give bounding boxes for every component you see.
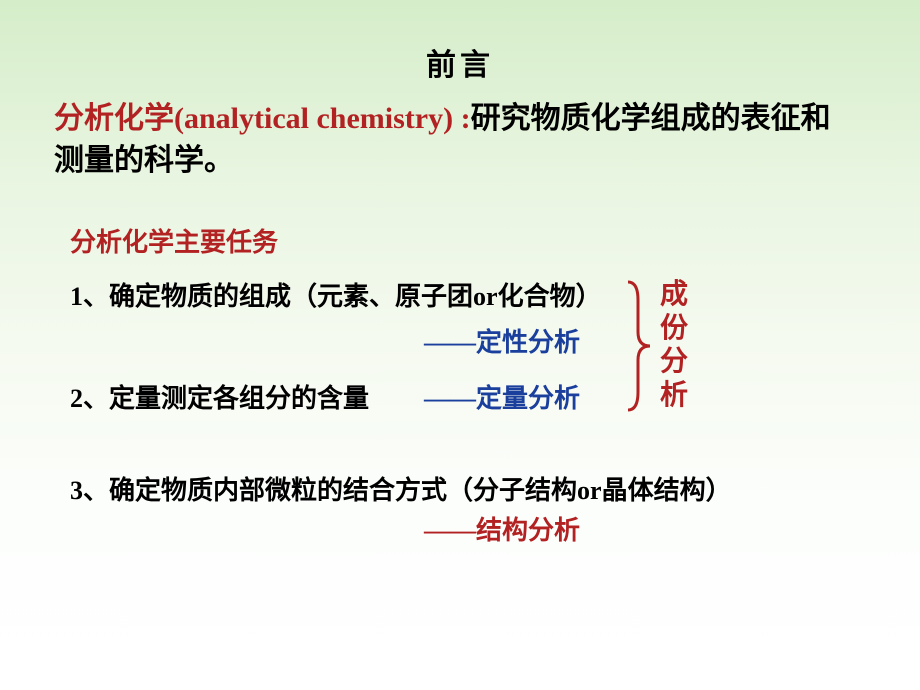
task-1-or: or [473,282,498,311]
slide-title: 前言 [0,40,920,84]
task-1-text-a: 确定物质的组成（元素、原子团 [109,282,473,311]
brace-icon [624,280,654,412]
term-en: (analytical chemistry) : [174,102,471,135]
structure-analysis-label: ——结构分析 [424,510,580,547]
task-2-text: 定量测定各组分的含量 [109,384,369,413]
task-2-sep: 、 [83,384,109,413]
task-3-text-a: 确定物质内部微粒的结合方式（分子结构 [109,476,577,505]
task-1: 1、确定物质的组成（元素、原子团or化合物） [70,276,602,313]
task-3: 3、确定物质内部微粒的结合方式（分子结构or晶体结构） [70,472,850,510]
quantitative-label: ——定量分析 [424,378,580,415]
task-3-text-b: 晶体结构） [602,476,732,505]
definition-block: 分析化学(analytical chemistry) :研究物质化学组成的表征和… [54,98,860,182]
task-3-or: or [577,476,602,505]
term-cn: 分析化学 [54,102,174,135]
task-3-sep: 、 [83,476,109,505]
task-2: 2、定量测定各组分的含量 [70,378,369,415]
task-2-num: 2 [70,384,83,413]
tasks-heading: 分析化学主要任务 [70,222,278,259]
composition-analysis-label: 成份分析 [660,278,688,412]
qualitative-label: ——定性分析 [424,322,580,359]
task-1-num: 1 [70,282,83,311]
task-3-num: 3 [70,476,83,505]
task-1-text-b: 化合物） [498,282,602,311]
task-1-sep: 、 [83,282,109,311]
